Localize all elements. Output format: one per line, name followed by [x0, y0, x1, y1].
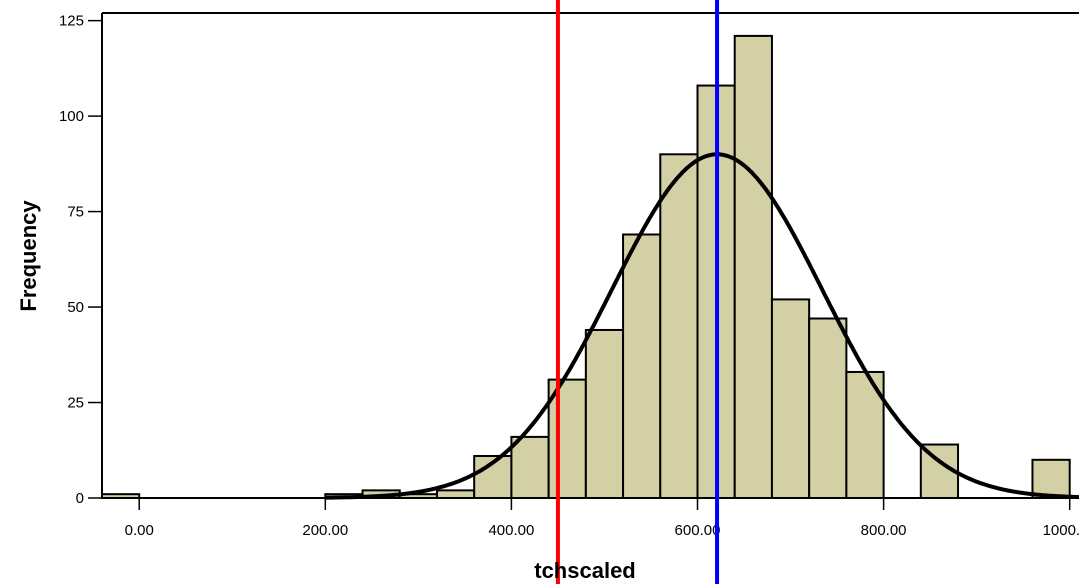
histogram-bar-13	[770, 298, 811, 499]
y-tick-label-4: 100	[59, 108, 84, 125]
histogram-bar-8	[584, 328, 625, 499]
y-tick-label-0: 0	[76, 490, 84, 507]
x-tick-label-3: 600.00	[675, 522, 721, 539]
reference-lines-layer	[555, 0, 720, 584]
y-axis-title: Frequency	[16, 200, 41, 312]
normal-curve	[325, 152, 1079, 500]
x-axis-title: tchscaled	[534, 558, 636, 583]
x-tick-label-4: 800.00	[861, 522, 907, 539]
histogram-bar-12	[733, 34, 773, 499]
x-tick-label-5: 1000.00	[1043, 522, 1079, 539]
y-tick-label-2: 50	[67, 299, 84, 316]
histogram-bar-17	[1031, 458, 1071, 500]
bars-layer	[101, 34, 1071, 500]
histogram-bar-6	[510, 435, 550, 500]
histogram-bar-9	[622, 233, 662, 499]
x-tick-label-0: 0.00	[125, 522, 154, 539]
y-tick-label-5: 125	[59, 13, 84, 30]
histogram-bar-10	[659, 153, 699, 499]
axes-layer: 0 25 50 75 100 125 0.00 200.00 400.00 600.00 800.0…	[59, 12, 1079, 539]
x-tick-label-2: 400.00	[488, 522, 534, 539]
curve-layer	[325, 152, 1079, 500]
y-tick-label-1: 25	[67, 395, 84, 412]
histogram-bar-4	[435, 489, 476, 500]
x-tick-label-1: 200.00	[302, 522, 348, 539]
histogram-bar-14	[808, 317, 848, 499]
y-tick-label-3: 75	[67, 204, 84, 221]
histogram-bar-7	[547, 378, 587, 499]
